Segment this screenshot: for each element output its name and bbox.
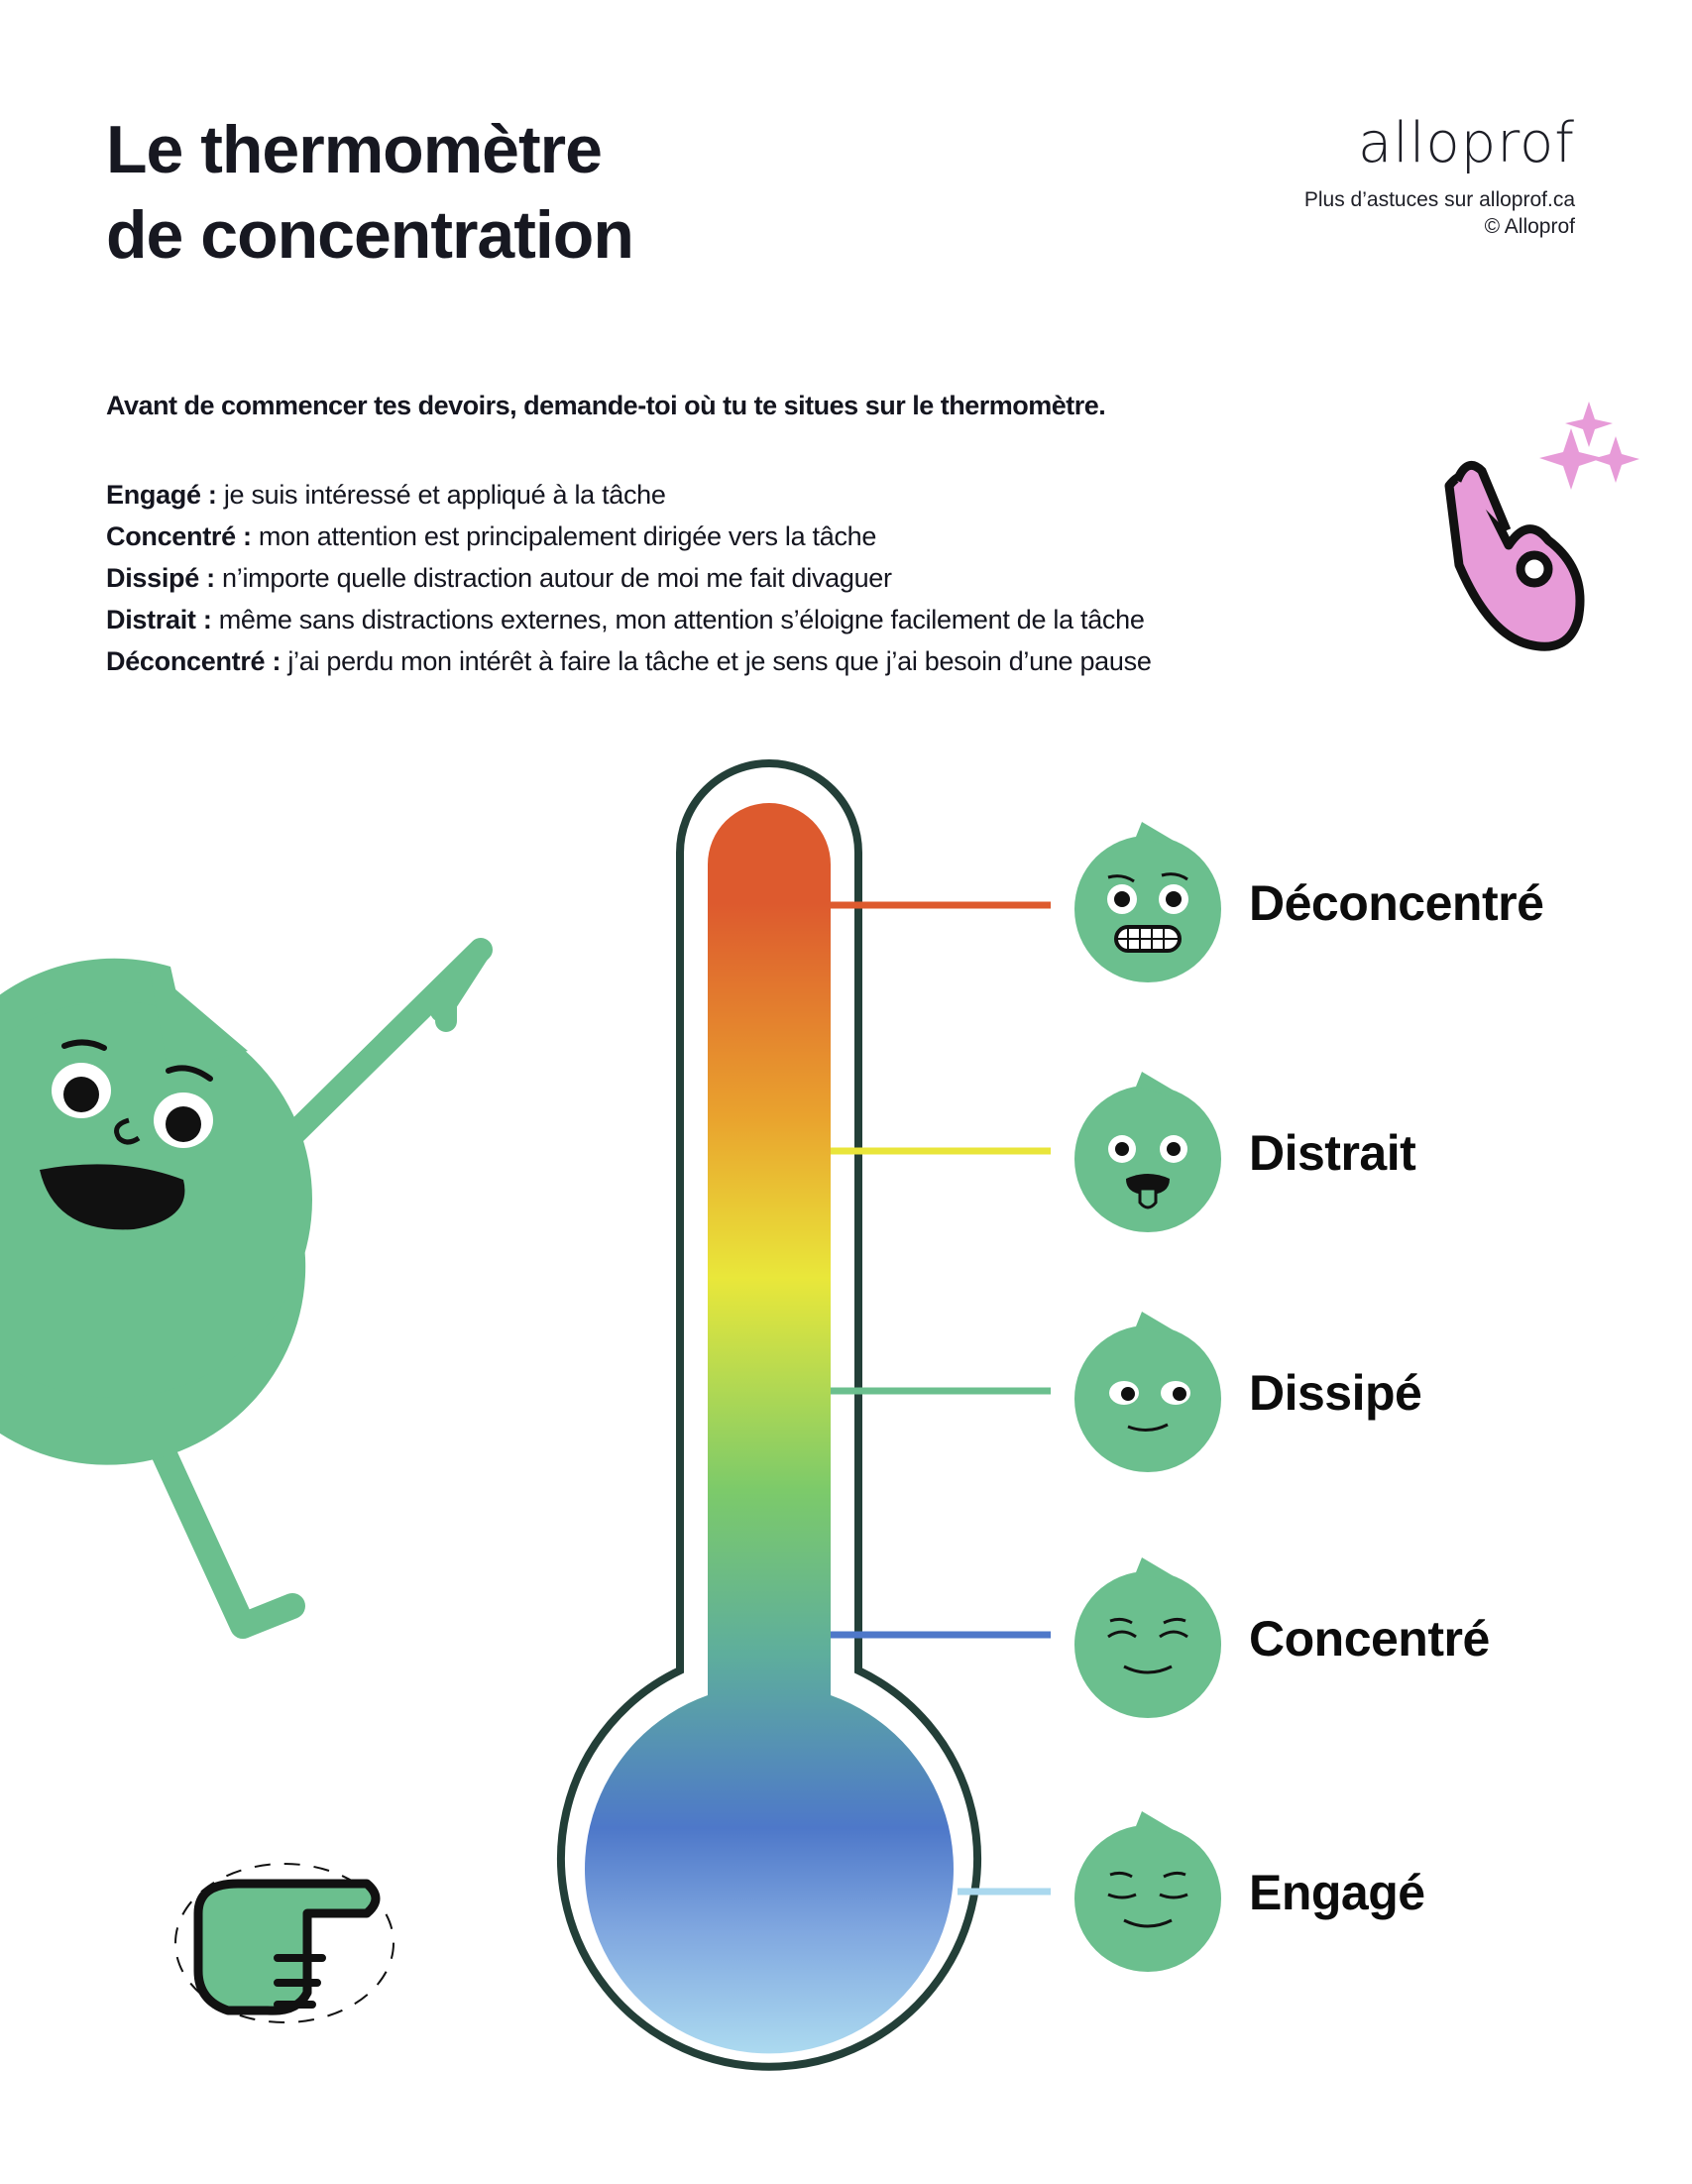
definition-concentre: Concentré : mon attention est principale… bbox=[106, 516, 1152, 557]
term: Dissipé : bbox=[106, 563, 215, 593]
sparkles-icon bbox=[1539, 402, 1639, 490]
level-label-distrait: Distrait bbox=[1249, 1125, 1416, 1181]
term: Déconcentré : bbox=[106, 646, 282, 676]
level-label-deconcentre: Déconcentré bbox=[1249, 875, 1544, 931]
pointing-hand-icon bbox=[174, 1863, 395, 2023]
definition-engage: Engagé : je suis intéressé et appliqué à… bbox=[106, 474, 1152, 516]
definition-deconcentre: Déconcentré : j’ai perdu mon intérêt à f… bbox=[106, 640, 1152, 682]
definitions-list: Engagé : je suis intéressé et appliqué à… bbox=[106, 474, 1152, 682]
grimace-face-icon bbox=[1074, 822, 1221, 982]
thermometer bbox=[557, 759, 981, 2071]
copyright: © Alloprof bbox=[1484, 215, 1575, 238]
serene-face-icon bbox=[1074, 1811, 1221, 1972]
calm-face-icon bbox=[1074, 1557, 1221, 1718]
title-line-1: Le thermomètre bbox=[106, 112, 603, 187]
definition: même sans distractions externes, mon att… bbox=[211, 605, 1145, 634]
sideways-glance-face-icon bbox=[1074, 1312, 1221, 1472]
level-label-concentre: Concentré bbox=[1249, 1611, 1490, 1667]
alloprof-logo: alloprof bbox=[1357, 111, 1575, 175]
level-label-engage: Engagé bbox=[1249, 1865, 1425, 1920]
ok-hand-icon bbox=[1444, 460, 1585, 651]
tongue-out-face-icon bbox=[1074, 1072, 1221, 1232]
level-label-dissipe: Dissipé bbox=[1249, 1365, 1422, 1421]
term: Engagé : bbox=[106, 480, 217, 510]
level-lines bbox=[831, 901, 1051, 1896]
definition: j’ai perdu mon intérêt à faire la tâche … bbox=[281, 646, 1152, 676]
title-line-2: de concentration bbox=[106, 197, 634, 273]
definition: mon attention est principalement dirigée… bbox=[251, 521, 877, 551]
more-tips-link[interactable]: Plus d’astuces sur alloprof.ca bbox=[1303, 188, 1575, 211]
definition: je suis intéressé et appliqué à la tâche bbox=[216, 480, 666, 510]
credits: Plus d’astuces sur alloprof.ca © Allopro… bbox=[1304, 186, 1575, 240]
waving-character-icon bbox=[0, 938, 493, 1639]
definition-dissipe: Dissipé : n’importe quelle distraction a… bbox=[106, 557, 1152, 599]
definition: n’importe quelle distraction autour de m… bbox=[214, 563, 892, 593]
page-title: Le thermomètre de concentration bbox=[106, 107, 634, 278]
intro-text: Avant de commencer tes devoirs, demande-… bbox=[106, 391, 1106, 420]
term: Distrait : bbox=[106, 605, 212, 634]
definition-distrait: Distrait : même sans distractions extern… bbox=[106, 599, 1152, 640]
term: Concentré : bbox=[106, 521, 252, 551]
